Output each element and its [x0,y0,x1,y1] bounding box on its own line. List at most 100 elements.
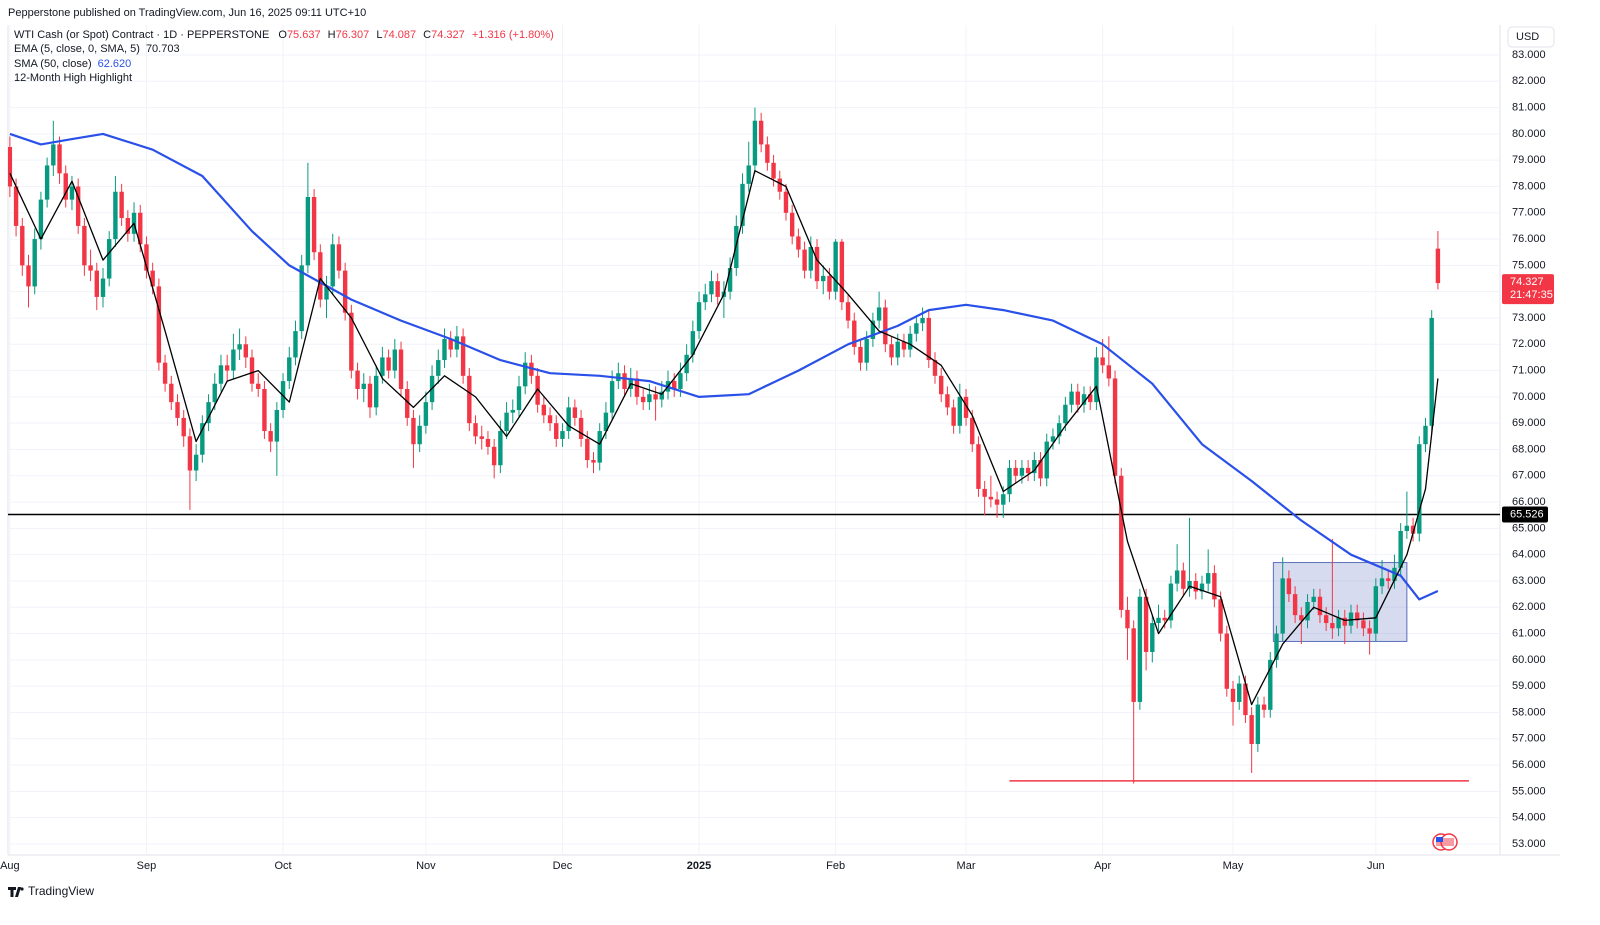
flag-icon [1432,833,1458,851]
y-tick-label: 79.000 [1512,154,1546,166]
candle-body [895,341,900,358]
candle-body [988,496,994,500]
candle-body [715,281,720,297]
candle-body [181,417,186,437]
candle-body [1392,567,1397,581]
candle-body [907,333,913,350]
candle-body [88,265,93,271]
candle-body [634,378,640,397]
candle-body [1268,659,1273,710]
candle-body [1423,425,1428,445]
candle-body [138,212,143,245]
candle-body [125,218,131,234]
candle-body [709,281,714,295]
sma-line [9,132,1439,601]
y-tick-label: 54.000 [1512,812,1546,824]
candle-body [1280,578,1285,634]
candle-body [342,270,348,313]
candle-body [193,454,199,471]
candle-body [268,431,273,442]
candle-body [218,365,224,384]
candle-body [231,349,236,371]
plot-area [8,107,1500,784]
candle-body [256,383,261,389]
y-tick-label: 68.000 [1512,443,1546,455]
ema-value: 70.703 [146,43,180,55]
candle-body [1143,596,1149,652]
candle-body [703,294,708,303]
candle-body [336,244,342,271]
candle-body [1162,617,1167,621]
candle-body [1100,357,1105,366]
candle-body [1094,357,1099,403]
candle-body [1317,596,1323,616]
candle-body [814,246,820,282]
candle-body [1243,683,1248,716]
candle-body [107,239,112,279]
candle-body [833,241,838,292]
x-tick-label: Feb [826,860,845,872]
candle-body [398,349,404,389]
candle-body [82,225,87,266]
candle-body [423,402,429,426]
x-axis-labels: Aug Sep Oct Nov Dec 2025 Feb Mar Apr May Jun [0,860,1385,872]
candle-body [1106,365,1112,379]
candle-body [417,425,422,445]
x-tick-label: Mar [957,860,976,872]
ohlc-value: 74.087 [382,29,416,41]
candle-body [752,120,758,166]
y-tick-label: 72.000 [1512,338,1546,350]
candle-body [516,386,522,411]
candle-body [1168,583,1174,621]
y-tick-label: 75.000 [1512,259,1546,271]
ema-legend: EMA (5, close, 0, SMA, 5) 70.703 [14,43,180,55]
candle-body [460,336,466,376]
y-tick-label: 53.000 [1512,838,1546,850]
candle-body [44,165,50,200]
candle-body [585,438,590,460]
y-tick-label: 80.000 [1512,128,1546,140]
candle-body [1379,578,1385,587]
candle-body [727,268,733,292]
candle-body [932,360,938,376]
candle-body [883,307,888,345]
ohlc-value: 75.637 [287,29,321,41]
candle-body [758,120,764,145]
candle-body [113,191,118,240]
candle-body [1348,612,1354,626]
candle-body [119,191,124,219]
ohlc-key: L [376,29,382,41]
currency-box[interactable] [1507,26,1555,48]
candle-body [827,275,832,292]
candle-body [299,265,304,332]
y-tick-label: 76.000 [1512,233,1546,245]
candle-body [1156,617,1161,624]
candle-body [789,212,795,237]
publisher-header: Pepperstone published on TradingView.com… [8,7,366,19]
candle-body [1007,467,1012,495]
grid [8,25,1500,855]
x-tick-label: Jun [1367,860,1385,872]
symbol-name: WTI Cash (or Spot) Contract · 1D · PEPPE… [14,29,269,41]
x-tick-label: Nov [416,860,436,872]
sma-value: 62.620 [98,58,132,70]
candle-body [144,244,149,271]
candle-body [411,417,416,445]
candle-body [287,357,292,382]
y-tick-label: 66.000 [1512,496,1546,508]
currency: USD [1516,31,1539,43]
ohlc-key: O [278,29,287,41]
candle-body [386,357,391,371]
candle-body [1119,475,1124,610]
candle-body [1237,683,1242,702]
candle-body [566,407,571,432]
y-tick-label: 55.000 [1512,785,1546,797]
sma-name: SMA (50, close) [14,58,92,70]
candle-body [237,344,242,350]
y-tick-label: 61.000 [1512,627,1546,639]
candle-body [1404,525,1410,531]
candle-body [355,370,360,389]
candle-body [889,344,894,358]
